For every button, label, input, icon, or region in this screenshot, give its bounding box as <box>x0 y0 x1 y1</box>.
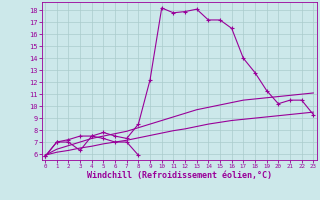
X-axis label: Windchill (Refroidissement éolien,°C): Windchill (Refroidissement éolien,°C) <box>87 171 272 180</box>
